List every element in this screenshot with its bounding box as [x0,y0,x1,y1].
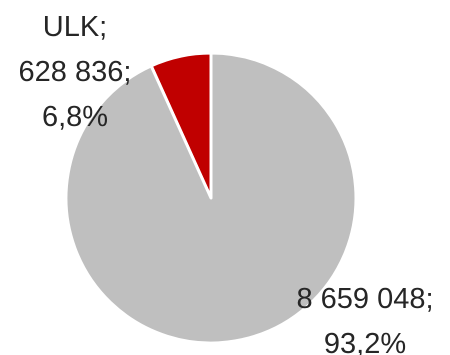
slice-label-line: 93,2% [324,328,406,355]
slice-label-line: ULK; [43,11,107,43]
slice-label-other: 8 659 048; 93,2% [296,283,433,355]
slice-label-ulk: ULK; 628 836; 6,8% [19,11,132,133]
pie-slice-other [64,51,358,345]
pie-slices [64,51,358,345]
slice-label-line: 628 836; [19,56,132,88]
pie-labels: ULK; 628 836; 6,8% 8 659 048; 93,2% [19,11,434,355]
slice-label-line: 8 659 048; [296,283,433,315]
slice-label-line: 6,8% [42,101,108,133]
